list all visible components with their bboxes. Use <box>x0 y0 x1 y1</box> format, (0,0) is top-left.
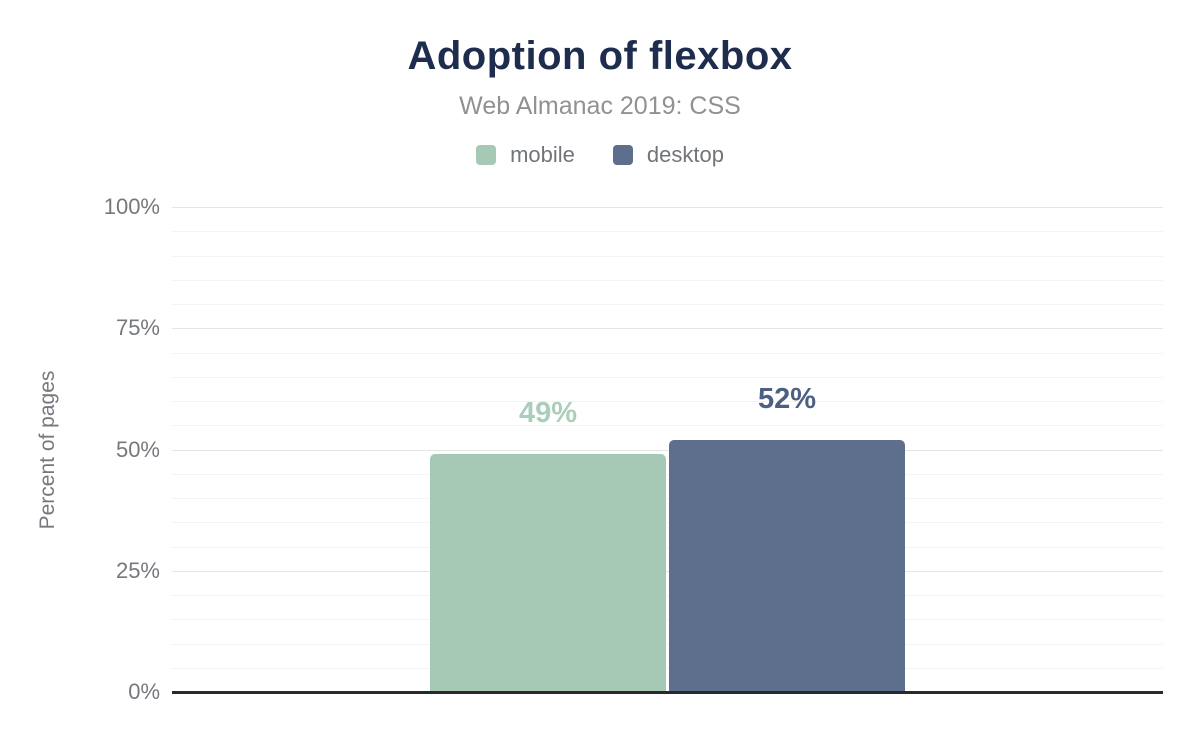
y-tick-label: 0% <box>128 681 160 703</box>
chart-figure: Adoption of flexbox Web Almanac 2019: CS… <box>0 0 1200 742</box>
legend: mobile desktop <box>0 142 1200 168</box>
legend-label-desktop: desktop <box>647 142 724 168</box>
bars-row: 49% 52% <box>172 207 1163 692</box>
legend-item-desktop: desktop <box>613 142 724 168</box>
y-tick-label: 75% <box>116 317 160 339</box>
chart-subtitle: Web Almanac 2019: CSS <box>0 92 1200 121</box>
legend-label-mobile: mobile <box>510 142 575 168</box>
legend-item-mobile: mobile <box>476 142 575 168</box>
legend-swatch-mobile-icon <box>476 145 496 165</box>
bar-desktop: 52% <box>669 440 905 692</box>
chart-title: Adoption of flexbox <box>0 34 1200 79</box>
y-tick-labels: 0%25%50%75%100% <box>0 207 160 692</box>
bar-mobile: 49% <box>430 454 666 692</box>
y-tick-label: 100% <box>104 196 160 218</box>
y-tick-label: 50% <box>116 439 160 461</box>
y-tick-label: 25% <box>116 560 160 582</box>
plot-area: 49% 52% <box>172 207 1163 692</box>
bar-value-mobile: 49% <box>519 399 577 428</box>
bar-value-desktop: 52% <box>758 385 816 414</box>
x-axis-line <box>172 691 1163 694</box>
legend-swatch-desktop-icon <box>613 145 633 165</box>
